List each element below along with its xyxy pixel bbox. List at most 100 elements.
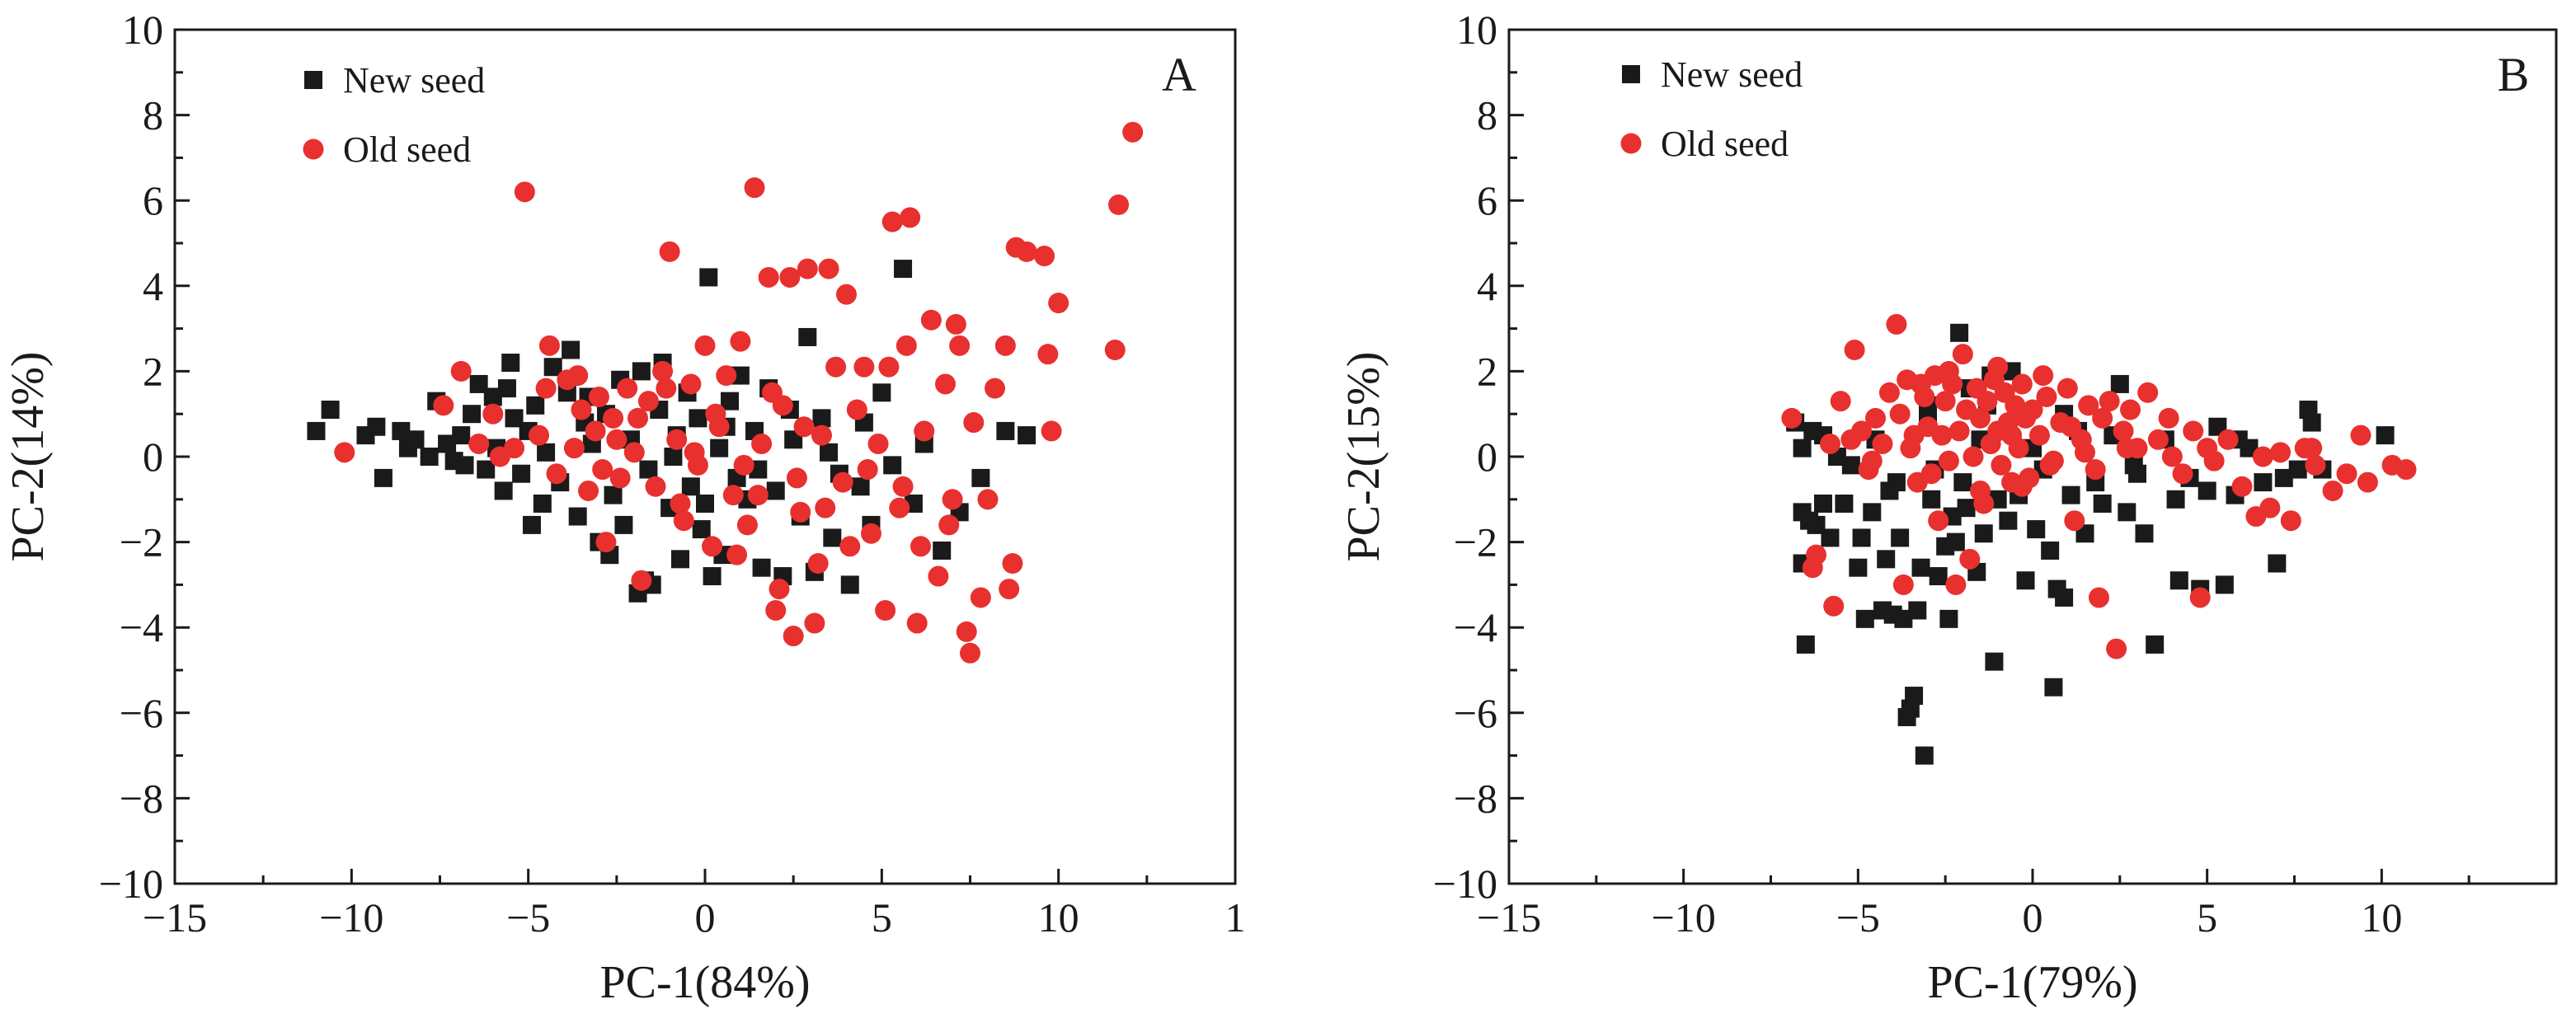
data-point-old-seed [934,373,956,395]
data-point-old-seed [2270,442,2292,463]
data-point-old-seed [656,378,677,399]
data-point-old-seed [2057,378,2078,399]
data-point-old-seed [736,514,758,536]
data-point-old-seed [2028,425,2050,446]
legend-marker-square [1622,65,1640,83]
data-point-old-seed [985,378,1006,399]
data-point-new-seed [971,468,990,487]
data-point-old-seed [1959,548,1981,570]
data-point-old-seed [2064,510,2085,532]
data-point-new-seed [812,409,831,428]
data-point-old-seed [906,612,928,634]
data-point-old-seed [652,360,674,382]
data-point-old-seed [846,399,867,420]
data-point-old-seed [535,378,557,399]
plot-frame [173,28,1237,885]
x-tick-label: −15 [143,894,207,941]
data-point-old-seed [1945,574,1967,595]
data-point-old-seed [1865,407,1886,429]
data-point-old-seed [482,403,504,425]
data-point-old-seed [585,420,606,442]
data-point-old-seed [2231,476,2253,497]
data-point-old-seed [2011,373,2033,395]
data-point-old-seed [1970,407,1991,429]
data-point-old-seed [807,553,829,574]
data-point-new-seed [823,528,842,547]
data-point-new-seed [1877,550,1896,569]
data-point-old-seed [628,407,649,429]
data-point-new-seed [2027,520,2046,539]
data-point-new-seed [933,541,952,560]
data-point-old-seed [1002,553,1023,574]
data-point-old-seed [875,599,896,621]
data-point-old-seed [617,378,638,399]
data-point-old-seed [867,433,889,454]
data-point-old-seed [514,181,535,203]
data-point-new-seed [1946,532,1965,551]
data-point-old-seed [2158,407,2179,429]
x-tick-label: −10 [319,894,383,941]
x-tick-label: −5 [506,894,550,941]
data-point-old-seed [670,493,691,514]
data-point-new-seed [469,374,488,393]
y-tick-label: −6 [120,690,163,736]
data-point-old-seed [595,532,617,553]
data-point-old-seed [1861,450,1883,471]
panel-label: B [2498,48,2530,101]
data-point-new-seed [851,477,870,496]
data-point-new-seed [1929,567,1948,586]
x-tick-label: −10 [1652,894,1716,941]
x-tick-label: 5 [872,894,892,941]
data-point-new-seed [1999,511,2018,530]
data-point-old-seed [1823,595,1845,617]
y-tick-label: 2 [1477,348,1497,394]
data-point-old-seed [839,536,861,557]
data-point-new-seed [2044,678,2063,697]
data-point-old-seed [914,420,935,442]
data-point-new-seed [798,327,817,346]
data-point-old-seed [1872,433,1893,454]
y-axis-title: PC-2(15%) [1338,351,1389,561]
data-point-new-seed [321,401,340,420]
data-point-old-seed [631,570,652,591]
data-point-old-seed [1886,313,1907,335]
data-point-new-seed [1939,609,1958,628]
data-point-new-seed [522,515,541,534]
y-tick-label: −8 [120,775,163,821]
data-point-old-seed [797,258,818,279]
data-point-old-seed [825,356,847,378]
data-point-new-seed [537,443,556,462]
data-point-old-seed [2322,480,2343,501]
data-point-new-seed [840,575,859,594]
data-point-old-seed [1878,382,1900,403]
data-point-new-seed [455,456,474,475]
data-point-new-seed [2302,413,2321,432]
data-point-new-seed [2110,374,2129,393]
data-point-old-seed [1819,433,1840,454]
data-point-old-seed [606,429,628,450]
data-point-new-seed [2146,635,2165,654]
data-point-old-seed [761,382,783,403]
data-point-old-seed [1903,425,1925,446]
data-point-new-seed [1841,456,1860,475]
y-axis-title: PC-2(14%) [2,351,54,561]
data-point-old-seed [1830,391,1851,412]
data-point-old-seed [747,485,769,506]
data-point-new-seed [664,448,683,466]
data-point-new-seed [367,417,386,436]
y-tick-label: −10 [1433,861,1497,907]
data-point-old-seed [1931,425,1953,446]
data-point-old-seed [1970,480,1991,501]
data-point-old-seed [910,536,931,557]
data-point-old-seed [2172,463,2193,485]
series-old-seed [1781,313,2417,659]
data-point-new-seed [2055,588,2074,607]
data-point-old-seed [1781,407,1803,429]
data-point-new-seed [2274,468,2293,487]
y-tick-label: 8 [1477,92,1497,138]
data-point-old-seed [1987,356,2009,378]
data-point-old-seed [956,621,977,642]
data-point-old-seed [2022,399,2043,420]
data-point-old-seed [835,284,857,305]
